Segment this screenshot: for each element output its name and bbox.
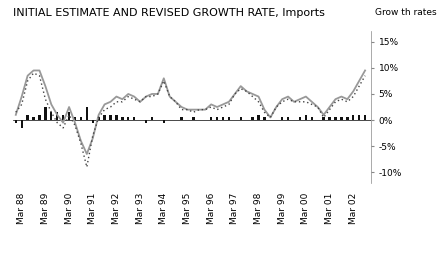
Bar [80,117,82,120]
Bar [358,115,360,120]
Bar [251,117,254,120]
Bar [287,117,289,120]
Bar [181,117,183,120]
Bar [21,120,23,128]
Bar [163,120,165,123]
Bar [50,112,52,120]
Bar [334,117,337,120]
Bar [68,112,70,120]
Bar [127,117,130,120]
Bar [74,117,76,120]
Bar [15,120,17,123]
Bar [56,112,59,120]
Bar [86,107,88,120]
Text: Grow th rates: Grow th rates [375,8,437,17]
Text: INITIAL ESTIMATE AND REVISED GROWTH RATE, Imports: INITIAL ESTIMATE AND REVISED GROWTH RATE… [13,8,325,18]
Bar [151,117,153,120]
Bar [26,115,29,120]
Bar [192,117,194,120]
Bar [228,117,230,120]
Bar [38,115,41,120]
Bar [240,117,242,120]
Bar [44,107,46,120]
Bar [352,115,354,120]
Bar [305,115,307,120]
Bar [281,117,283,120]
Bar [103,115,106,120]
Bar [257,115,260,120]
Bar [299,117,301,120]
Bar [364,115,366,120]
Bar [133,117,135,120]
Bar [62,115,64,120]
Bar [311,117,313,120]
Bar [115,115,118,120]
Bar [222,117,224,120]
Bar [92,120,94,123]
Bar [145,120,147,123]
Bar [340,117,342,120]
Bar [210,117,212,120]
Bar [263,117,266,120]
Bar [110,115,112,120]
Bar [322,117,325,120]
Bar [329,117,331,120]
Bar [216,117,218,120]
Bar [97,117,100,120]
Bar [32,117,35,120]
Bar [346,117,349,120]
Bar [121,117,123,120]
